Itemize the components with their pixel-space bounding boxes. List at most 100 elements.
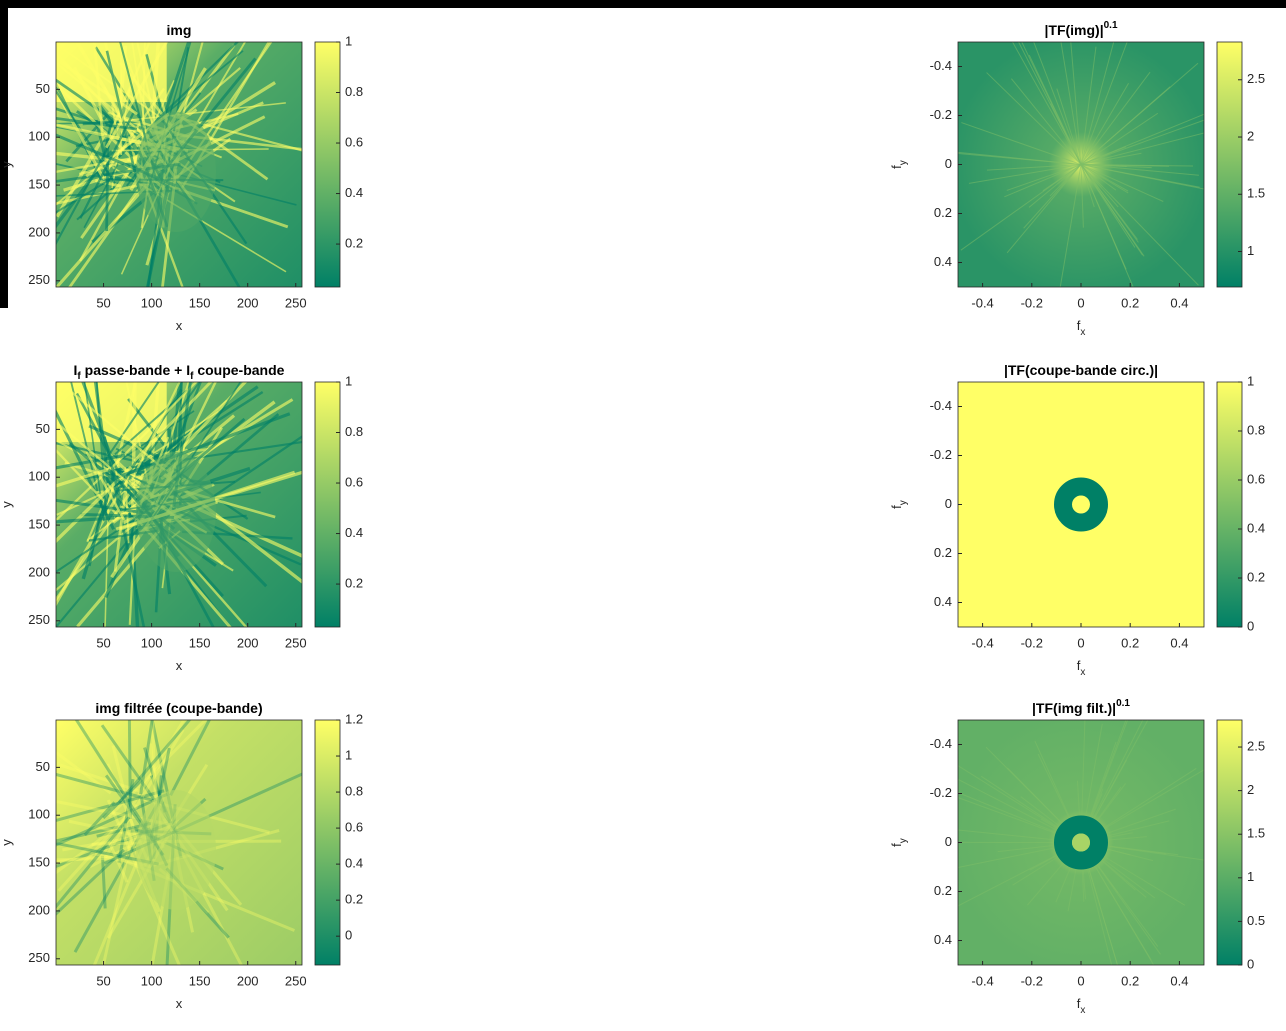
colorbar-tick-label: 1 xyxy=(1247,869,1254,884)
y-tick-label: -0.4 xyxy=(930,398,952,413)
label-piece: passe-bande + I xyxy=(81,362,190,378)
x-tick-label: 250 xyxy=(285,635,307,650)
y-tick-label: 0 xyxy=(945,834,952,849)
label-piece: x xyxy=(176,658,183,673)
x-tick-label: 250 xyxy=(285,295,307,310)
y-tick-label: 0.4 xyxy=(934,594,952,609)
y-tick-label: -0.4 xyxy=(930,58,952,73)
image-content xyxy=(958,382,1204,627)
y-axis-label: fy xyxy=(889,160,909,169)
label-piece: |TF(img)| xyxy=(1044,22,1103,38)
colorbar-tick-label: 0.4 xyxy=(1247,520,1265,535)
x-tick-label: 0.2 xyxy=(1121,973,1139,988)
y-axis-label: y xyxy=(0,161,14,168)
label-piece: 0.1 xyxy=(1116,698,1130,709)
x-tick-label: -0.2 xyxy=(1021,295,1043,310)
label-piece: y xyxy=(898,500,909,505)
colorbar-tick-label: 0 xyxy=(1247,618,1254,633)
y-tick-label: -0.2 xyxy=(930,447,952,462)
x-tick-label: -0.2 xyxy=(1021,635,1043,650)
axes-title: |TF(coupe-bande circ.)| xyxy=(1004,362,1158,378)
image-content xyxy=(951,1,1249,326)
y-tick-label: 200 xyxy=(28,902,50,917)
y-tick-label: 200 xyxy=(28,564,50,579)
x-tick-label: -0.4 xyxy=(971,635,993,650)
x-tick-label: 0.4 xyxy=(1170,635,1188,650)
colorbar-tick-label: 0.6 xyxy=(345,134,363,149)
x-axis-label: x xyxy=(176,318,183,333)
x-tick-label: 50 xyxy=(96,635,110,650)
y-tick-label: 0.4 xyxy=(934,932,952,947)
colorbar-tick-label: 0.2 xyxy=(345,235,363,250)
y-tick-label: 150 xyxy=(28,177,50,192)
x-tick-label: 200 xyxy=(237,635,259,650)
x-tick-label: 0.2 xyxy=(1121,295,1139,310)
y-tick-label: 250 xyxy=(28,272,50,287)
x-tick-label: 0 xyxy=(1077,635,1084,650)
colorbar xyxy=(1217,42,1242,287)
colorbar-tick-label: 1 xyxy=(345,33,352,48)
x-tick-label: -0.2 xyxy=(1021,973,1043,988)
label-piece: x xyxy=(1080,327,1085,338)
colorbar-tick-label: 1 xyxy=(345,373,352,388)
y-tick-label: 0 xyxy=(945,496,952,511)
y-tick-label: 0.2 xyxy=(934,883,952,898)
y-tick-label: 0.2 xyxy=(934,205,952,220)
x-tick-label: 100 xyxy=(141,295,163,310)
colorbar xyxy=(1217,382,1242,627)
y-tick-label: 50 xyxy=(36,421,50,436)
axes-title: |TF(img)|0.1 xyxy=(1044,20,1117,38)
colorbar xyxy=(315,382,340,627)
y-tick-label: 100 xyxy=(28,129,50,144)
x-tick-label: 0.4 xyxy=(1170,973,1188,988)
colorbar-tick-label: 0.2 xyxy=(1247,569,1265,584)
axes-title: img xyxy=(167,22,192,38)
x-axis-label: fx xyxy=(1077,658,1086,678)
y-axis-label: y xyxy=(0,501,14,508)
y-tick-label: 250 xyxy=(28,950,50,965)
axes-title: |TF(img filt.)|0.1 xyxy=(1032,698,1130,716)
y-tick-label: 0.4 xyxy=(934,254,952,269)
colorbar-tick-label: 2 xyxy=(1247,782,1254,797)
colorbar-tick-label: 2 xyxy=(1247,128,1254,143)
image-content xyxy=(0,0,329,345)
x-tick-label: 0 xyxy=(1077,295,1084,310)
colorbar-tick-label: 2.5 xyxy=(1247,738,1265,753)
label-piece: x xyxy=(176,996,183,1011)
y-tick-label: 50 xyxy=(36,81,50,96)
colorbar-tick-label: 0.4 xyxy=(345,856,363,871)
image-center xyxy=(1072,834,1090,852)
y-tick-label: 150 xyxy=(28,517,50,532)
y-tick-label: 100 xyxy=(28,469,50,484)
y-tick-label: 100 xyxy=(28,807,50,822)
colorbar xyxy=(1217,720,1242,965)
y-tick-label: 200 xyxy=(28,224,50,239)
x-tick-label: 100 xyxy=(141,635,163,650)
label-piece: 0.1 xyxy=(1104,20,1118,31)
y-axis-label: fy xyxy=(889,838,909,847)
x-axis-label: x xyxy=(176,658,183,673)
x-tick-label: 50 xyxy=(96,973,110,988)
colorbar-tick-label: 0.6 xyxy=(345,820,363,835)
window-edge xyxy=(0,8,8,308)
colorbar-tick-label: 0.8 xyxy=(345,84,363,99)
y-tick-label: -0.4 xyxy=(930,736,952,751)
y-axis-label: y xyxy=(0,839,14,846)
colorbar-tick-label: 0.6 xyxy=(345,474,363,489)
label-piece: y xyxy=(0,161,14,168)
colorbar-tick-label: 0.2 xyxy=(345,575,363,590)
colorbar xyxy=(315,42,340,287)
colorbar-tick-label: 0 xyxy=(1247,956,1254,971)
x-tick-label: -0.4 xyxy=(971,295,993,310)
axes-title: If passe-bande + If coupe-bande xyxy=(74,362,285,382)
colorbar-tick-label: 0.8 xyxy=(345,424,363,439)
label-piece: |TF(img filt.)| xyxy=(1032,700,1116,716)
y-tick-label: 0.2 xyxy=(934,545,952,560)
y-tick-label: 50 xyxy=(36,759,50,774)
colorbar-tick-label: 2.5 xyxy=(1247,71,1265,86)
colorbar-tick-label: 1 xyxy=(345,747,352,762)
x-tick-label: 50 xyxy=(96,295,110,310)
colorbar-tick-label: 1 xyxy=(1247,373,1254,388)
label-piece: x xyxy=(1080,1005,1085,1016)
